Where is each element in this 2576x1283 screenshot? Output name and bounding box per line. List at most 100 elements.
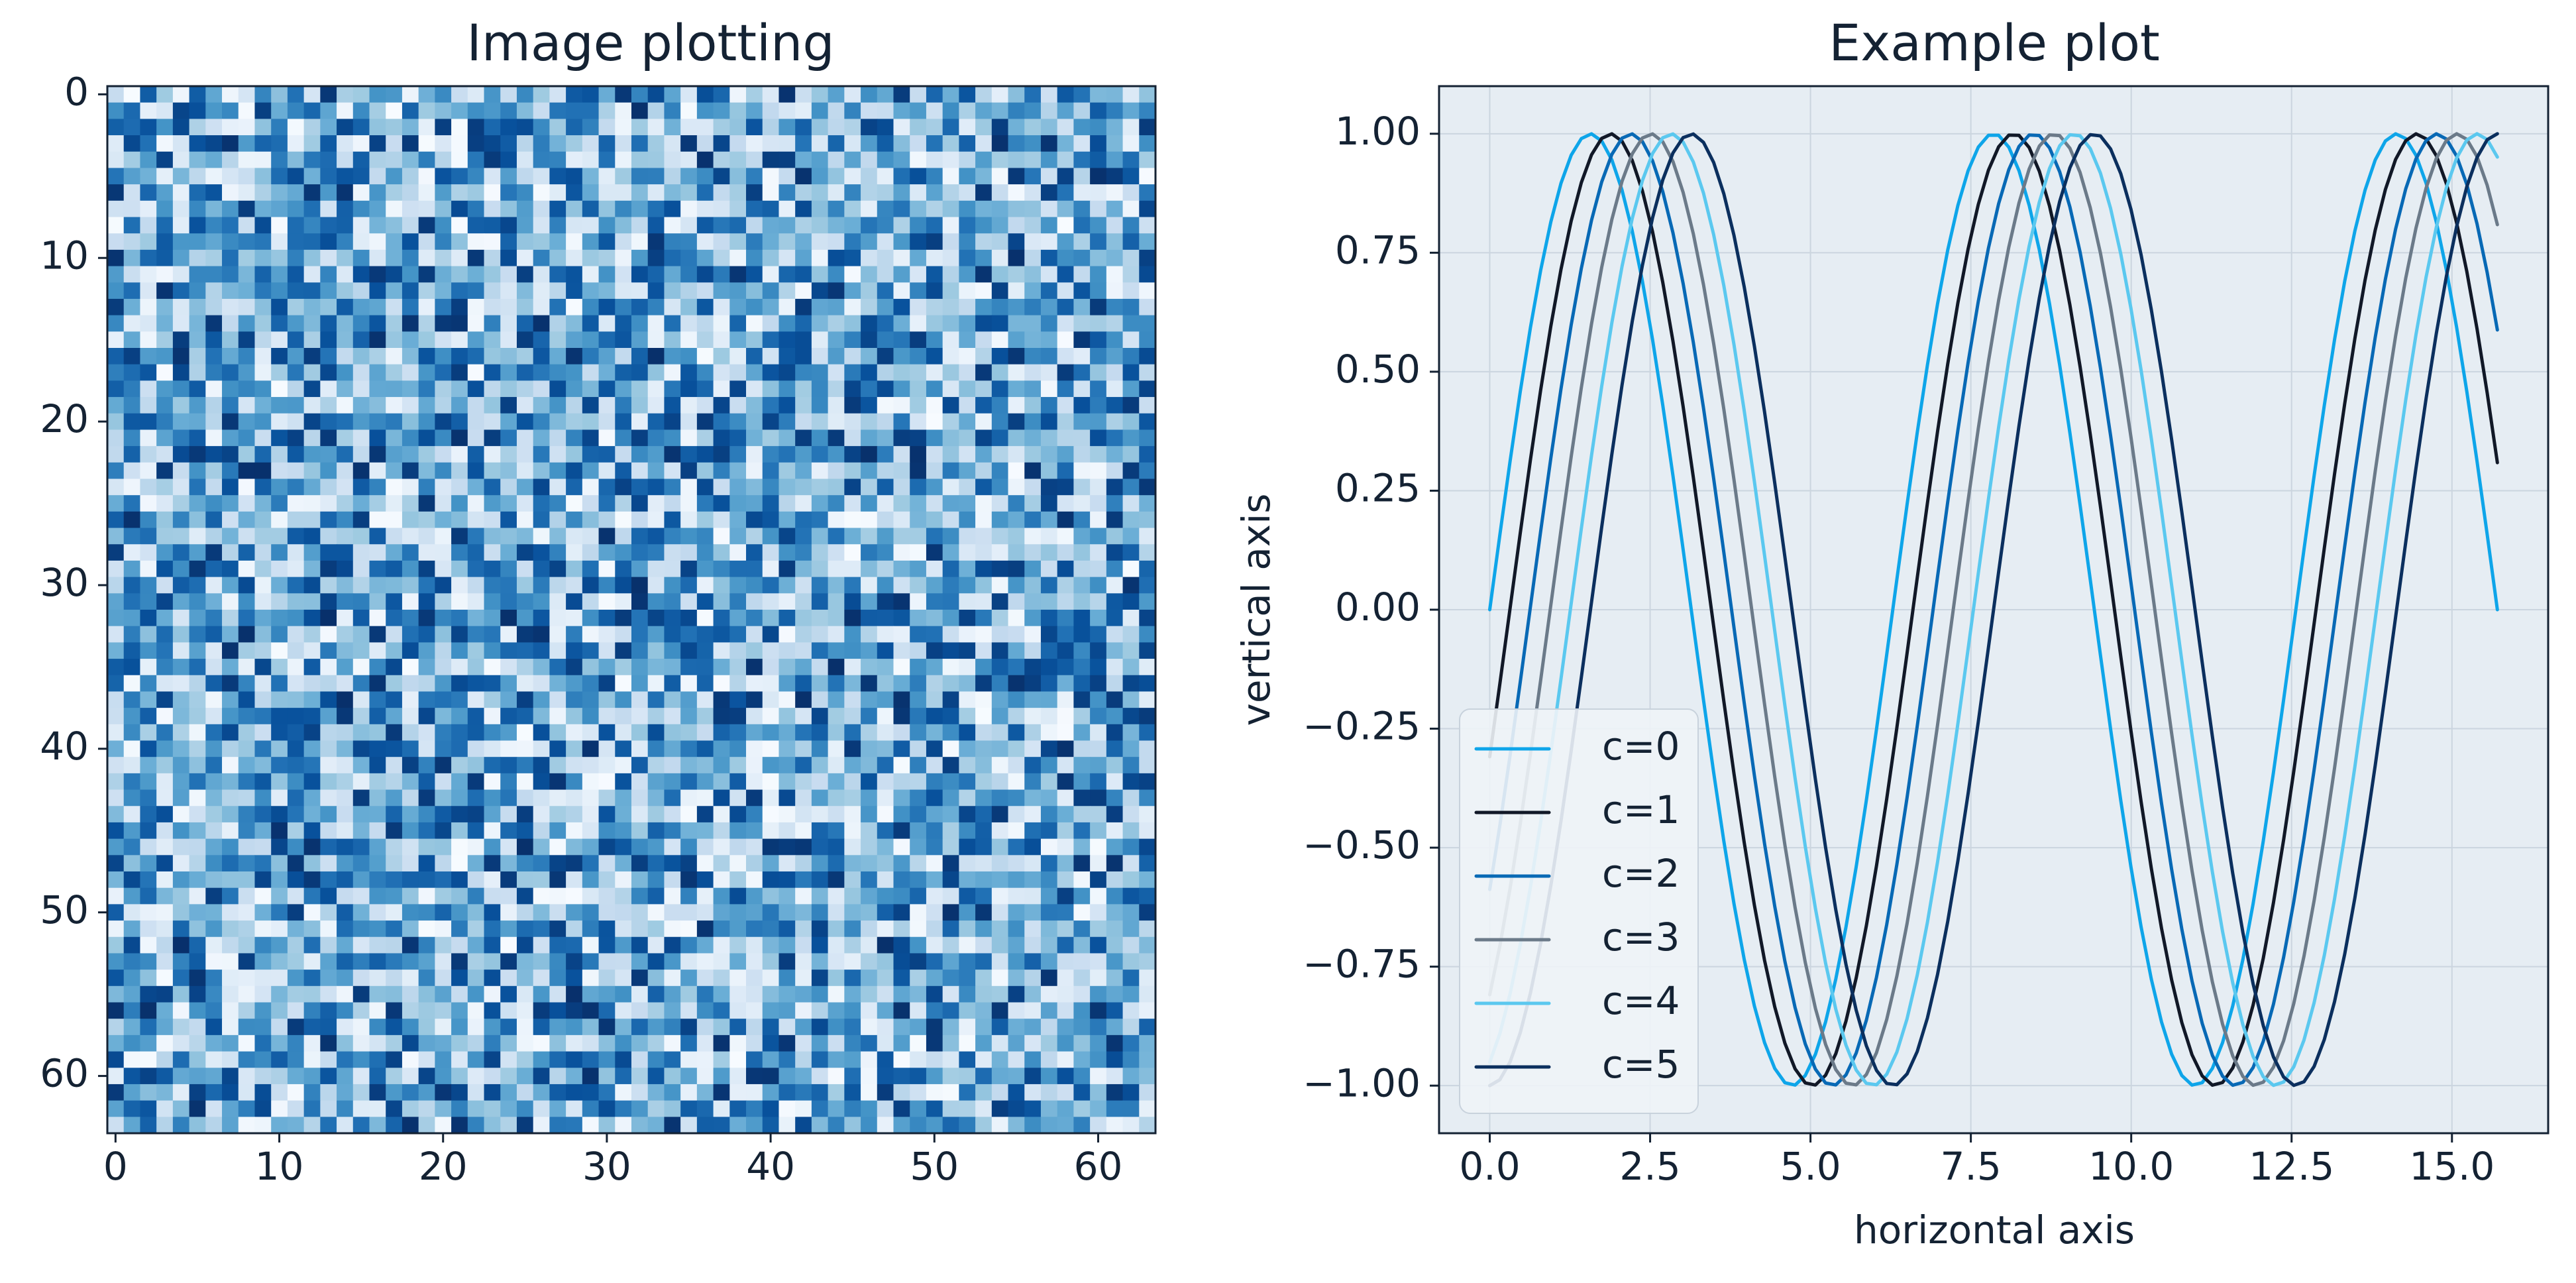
- heatmap-cell: [696, 315, 714, 333]
- heatmap-cell: [451, 855, 468, 872]
- heatmap-cell: [107, 1100, 125, 1118]
- heatmap-cell: [205, 462, 223, 480]
- heatmap-cell: [369, 773, 386, 791]
- heatmap-cell: [861, 577, 878, 594]
- heatmap-cell: [893, 102, 910, 120]
- heatmap-cell: [435, 740, 452, 757]
- heatmap-cell: [893, 119, 910, 136]
- heatmap-cell: [647, 740, 665, 757]
- heatmap-cell: [795, 789, 812, 807]
- heatmap-cell: [926, 364, 943, 382]
- heatmap-cell: [877, 200, 894, 218]
- heatmap-cell: [467, 936, 485, 954]
- heatmap-cell: [238, 348, 256, 365]
- heatmap-cell: [337, 151, 354, 169]
- heatmap-cell: [746, 560, 763, 578]
- heatmap-cell: [402, 708, 419, 725]
- heatmap-cell: [942, 1068, 960, 1085]
- heatmap-cell: [516, 642, 534, 659]
- heatmap-cell: [303, 315, 321, 333]
- heatmap-cell: [811, 364, 829, 382]
- heatmap-cell: [352, 593, 370, 610]
- heatmap-cell: [287, 298, 305, 316]
- heatmap-cell: [1040, 577, 1058, 594]
- heatmap-cell: [713, 1117, 731, 1134]
- heatmap-cell: [696, 724, 714, 742]
- heatmap-cell: [1106, 397, 1124, 414]
- heatmap-cell: [975, 462, 993, 480]
- heatmap-cell: [664, 102, 681, 120]
- heatmap-cell: [893, 871, 910, 889]
- heatmap-cell: [1040, 1051, 1058, 1068]
- heatmap-cell: [959, 822, 976, 840]
- heatmap-cell: [746, 610, 763, 627]
- heatmap-cell: [566, 773, 583, 791]
- heatmap-cell: [664, 970, 681, 987]
- heatmap-cell: [205, 233, 223, 251]
- heatmap-cell: [1139, 1084, 1156, 1101]
- heatmap-cell: [729, 200, 747, 218]
- heatmap-cell: [566, 495, 583, 512]
- heatmap-cell: [729, 446, 747, 463]
- heatmap-cell: [582, 822, 600, 840]
- heatmap-cell: [910, 1117, 927, 1134]
- heatmap-cell: [713, 740, 731, 757]
- x-tick-label: 0: [103, 1144, 128, 1189]
- heatmap-cell: [402, 675, 419, 693]
- heatmap-cell: [713, 724, 731, 742]
- heatmap-cell: [1073, 233, 1091, 251]
- heatmap-cell: [861, 331, 878, 349]
- heatmap-cell: [516, 217, 534, 234]
- heatmap-cell: [811, 871, 829, 889]
- heatmap-cell: [1139, 217, 1156, 234]
- heatmap-cell: [746, 151, 763, 169]
- heatmap-cell: [615, 397, 632, 414]
- heatmap-cell: [598, 560, 616, 578]
- heatmap-cell: [205, 740, 223, 757]
- heatmap-cell: [1122, 659, 1140, 676]
- heatmap-cell: [222, 806, 239, 823]
- heatmap-cell: [696, 249, 714, 267]
- heatmap-cell: [631, 102, 649, 120]
- heatmap-cell: [877, 462, 894, 480]
- heatmap-cell: [418, 380, 436, 398]
- heatmap-cell: [418, 298, 436, 316]
- heatmap-cell: [566, 528, 583, 545]
- heatmap-cell: [435, 920, 452, 938]
- heatmap-cell: [647, 217, 665, 234]
- heatmap-cell: [107, 462, 125, 480]
- heatmap-cell: [696, 348, 714, 365]
- heatmap-cell: [254, 610, 272, 627]
- heatmap-cell: [1106, 1019, 1124, 1036]
- heatmap-cell: [828, 610, 845, 627]
- heatmap-cell: [713, 936, 731, 954]
- heatmap-cell: [1008, 593, 1025, 610]
- heatmap-cell: [1024, 757, 1042, 774]
- heatmap-cell: [713, 593, 731, 610]
- legend-label: c=3: [1602, 915, 1680, 960]
- heatmap-cell: [910, 806, 927, 823]
- heatmap-cell: [811, 168, 829, 185]
- heatmap-cell: [1090, 364, 1107, 382]
- heatmap-cell: [729, 1002, 747, 1019]
- heatmap-cell: [189, 266, 207, 283]
- heatmap-cell: [1139, 789, 1156, 807]
- heatmap-cell: [664, 348, 681, 365]
- heatmap-cell: [991, 855, 1009, 872]
- heatmap-cell: [910, 233, 927, 251]
- heatmap-cell: [1040, 528, 1058, 545]
- heatmap-cell: [729, 282, 747, 300]
- heatmap-cell: [991, 266, 1009, 283]
- heatmap-cell: [729, 920, 747, 938]
- heatmap-cell: [254, 1019, 272, 1036]
- heatmap-cell: [582, 462, 600, 480]
- heatmap-cell: [140, 364, 157, 382]
- heatmap-cell: [189, 478, 207, 496]
- heatmap-cell: [959, 446, 976, 463]
- heatmap-cell: [451, 282, 468, 300]
- heatmap-cell: [582, 985, 600, 1003]
- heatmap-cell: [713, 822, 731, 840]
- heatmap-cell: [991, 217, 1009, 234]
- heatmap-cell: [795, 1084, 812, 1101]
- heatmap-cell: [1024, 1084, 1042, 1101]
